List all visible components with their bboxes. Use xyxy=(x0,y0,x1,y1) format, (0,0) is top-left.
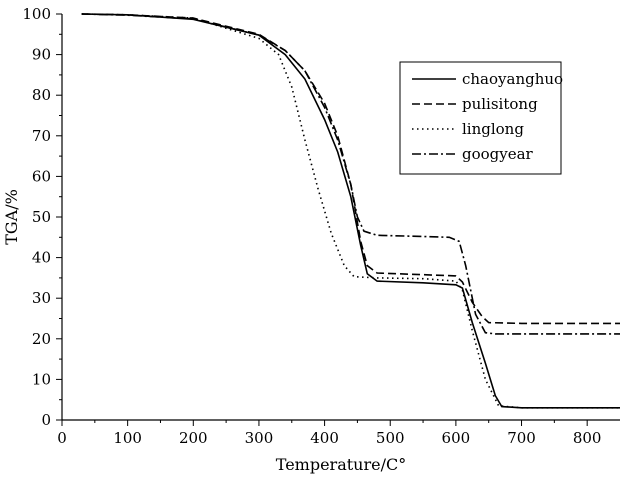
series-line-chaoyanghuo xyxy=(81,13,620,409)
x-tick-label: 200 xyxy=(179,429,208,447)
y-tick-label: 50 xyxy=(32,208,51,226)
y-tick-label: 0 xyxy=(41,411,51,429)
series-line-googyear xyxy=(81,13,620,335)
x-tick-label: 500 xyxy=(376,429,405,447)
x-tick-label: 800 xyxy=(573,429,602,447)
x-tick-label: 600 xyxy=(442,429,471,447)
legend: chaoyanghuo pulisitong linglong googyear xyxy=(399,61,563,175)
y-tick-label: 90 xyxy=(32,46,51,64)
y-axis-title: TGA/% xyxy=(2,189,21,245)
series-group xyxy=(81,13,620,409)
y-tick-label: 60 xyxy=(32,167,51,185)
legend-label: googyear xyxy=(462,145,534,163)
y-axis-ticks: 0 10 20 30 40 50 60 70 80 90 100 xyxy=(22,5,62,429)
y-tick-label: 20 xyxy=(32,330,51,348)
y-tick-label: 10 xyxy=(32,370,51,388)
legend-box xyxy=(399,61,562,175)
legend-label: chaoyanghuo xyxy=(462,70,563,88)
y-tick-label: 30 xyxy=(32,289,51,307)
x-tick-label: 100 xyxy=(113,429,142,447)
x-tick-label: 0 xyxy=(57,429,67,447)
x-tick-label: 300 xyxy=(245,429,274,447)
y-tick-label: 100 xyxy=(22,5,51,23)
x-tick-label: 700 xyxy=(507,429,536,447)
x-axis-ticks: 0 100 200 300 400 500 600 700 800 xyxy=(57,420,601,447)
x-axis-title: Temperature/C° xyxy=(276,455,406,474)
legend-label: linglong xyxy=(462,120,524,138)
legend-label: pulisitong xyxy=(462,95,538,113)
y-tick-label: 70 xyxy=(32,127,51,145)
series-line-pulisitong xyxy=(81,13,620,325)
x-tick-label: 400 xyxy=(310,429,339,447)
y-tick-label: 40 xyxy=(32,249,51,267)
y-tick-label: 80 xyxy=(32,86,51,104)
